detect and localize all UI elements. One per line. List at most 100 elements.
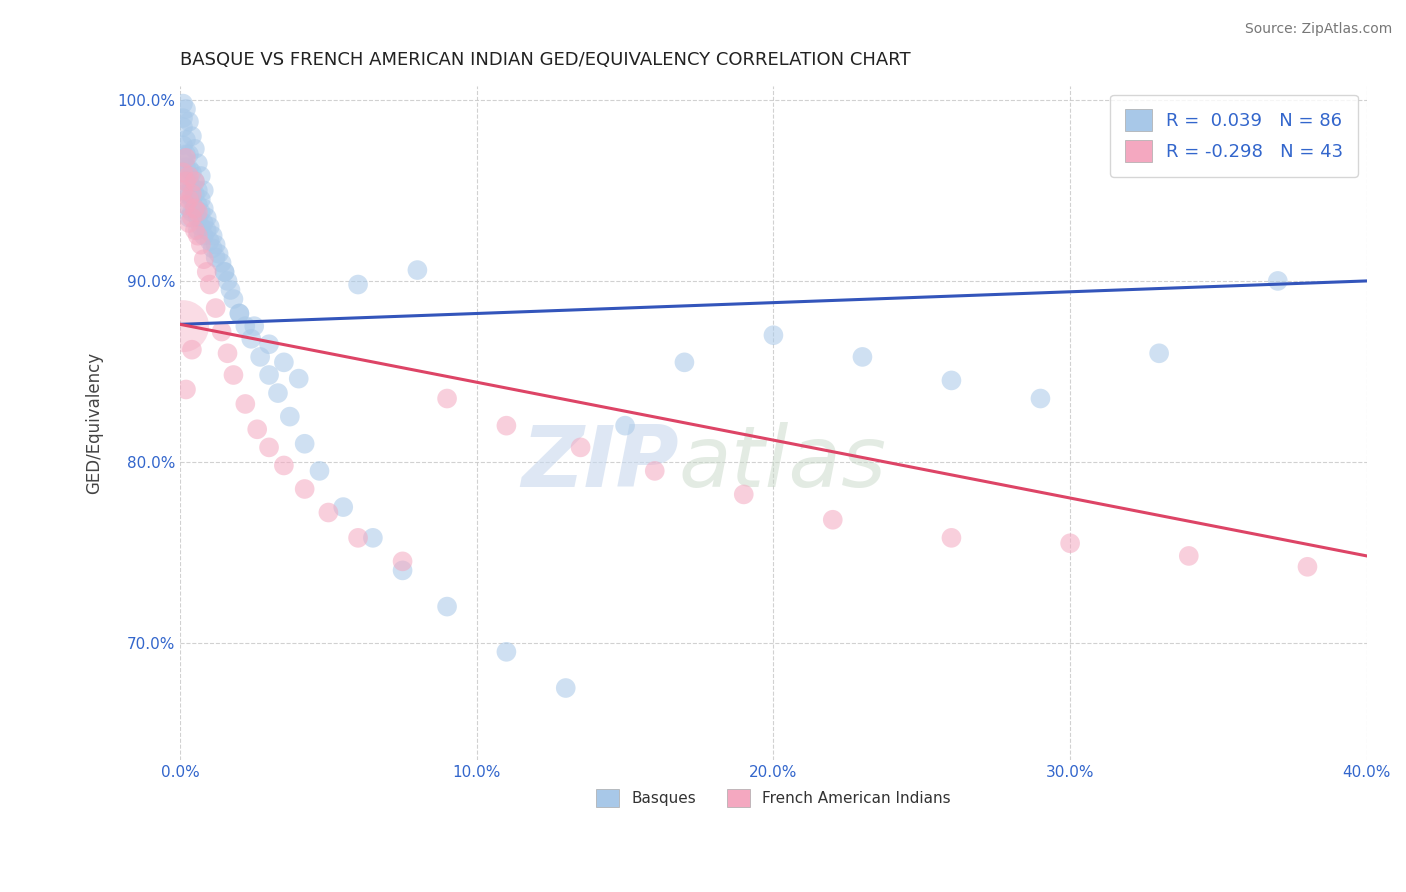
- Text: atlas: atlas: [679, 422, 887, 505]
- Point: [257, 368, 280, 382]
- Point: [207, 247, 229, 261]
- Point: [184, 174, 207, 188]
- Point: [174, 102, 197, 116]
- Point: [187, 205, 209, 219]
- Point: [198, 277, 221, 292]
- Point: [644, 464, 666, 478]
- Point: [1267, 274, 1289, 288]
- Point: [180, 205, 202, 219]
- Point: [174, 174, 197, 188]
- Point: [198, 234, 221, 248]
- Point: [1147, 346, 1170, 360]
- Point: [273, 458, 295, 473]
- Point: [554, 681, 576, 695]
- Point: [174, 383, 197, 397]
- Point: [406, 263, 429, 277]
- Point: [187, 211, 209, 225]
- Point: [214, 265, 236, 279]
- Point: [347, 531, 370, 545]
- Text: Source: ZipAtlas.com: Source: ZipAtlas.com: [1244, 22, 1392, 37]
- Point: [240, 332, 263, 346]
- Point: [190, 237, 212, 252]
- Point: [201, 241, 224, 255]
- Point: [187, 156, 209, 170]
- Point: [174, 147, 197, 161]
- Point: [184, 142, 207, 156]
- Legend: Basques, French American Indians: Basques, French American Indians: [591, 782, 956, 814]
- Point: [214, 265, 236, 279]
- Point: [569, 441, 592, 455]
- Point: [177, 114, 200, 128]
- Point: [246, 422, 269, 436]
- Point: [193, 202, 215, 216]
- Point: [180, 343, 202, 357]
- Point: [195, 265, 218, 279]
- Point: [222, 292, 245, 306]
- Point: [821, 513, 844, 527]
- Text: BASQUE VS FRENCH AMERICAN INDIAN GED/EQUIVALENCY CORRELATION CHART: BASQUE VS FRENCH AMERICAN INDIAN GED/EQU…: [180, 51, 911, 69]
- Point: [201, 228, 224, 243]
- Point: [177, 174, 200, 188]
- Point: [257, 337, 280, 351]
- Point: [347, 277, 370, 292]
- Point: [180, 165, 202, 179]
- Point: [294, 482, 316, 496]
- Y-axis label: GED/Equivalency: GED/Equivalency: [86, 351, 103, 494]
- Point: [187, 198, 209, 212]
- Point: [187, 223, 209, 237]
- Point: [495, 418, 517, 433]
- Point: [184, 202, 207, 216]
- Point: [391, 563, 413, 577]
- Point: [180, 193, 202, 207]
- Point: [190, 219, 212, 234]
- Point: [174, 187, 197, 202]
- Point: [180, 129, 202, 144]
- Point: [294, 436, 316, 450]
- Point: [249, 350, 271, 364]
- Point: [673, 355, 696, 369]
- Point: [733, 487, 755, 501]
- Point: [204, 237, 226, 252]
- Point: [174, 133, 197, 147]
- Point: [190, 169, 212, 183]
- Point: [184, 174, 207, 188]
- Point: [177, 169, 200, 183]
- Point: [172, 96, 194, 111]
- Point: [172, 138, 194, 153]
- Point: [187, 184, 209, 198]
- Point: [941, 373, 963, 387]
- Point: [172, 165, 194, 179]
- Point: [190, 193, 212, 207]
- Point: [495, 645, 517, 659]
- Point: [1029, 392, 1052, 406]
- Point: [180, 179, 202, 194]
- Point: [308, 464, 330, 478]
- Point: [177, 187, 200, 202]
- Point: [228, 306, 250, 320]
- Point: [180, 187, 202, 202]
- Point: [177, 211, 200, 225]
- Point: [198, 219, 221, 234]
- Point: [190, 205, 212, 219]
- Point: [174, 174, 197, 188]
- Point: [180, 211, 202, 225]
- Point: [172, 120, 194, 135]
- Point: [177, 202, 200, 216]
- Point: [614, 418, 637, 433]
- Point: [287, 371, 309, 385]
- Point: [172, 165, 194, 179]
- Point: [172, 184, 194, 198]
- Point: [222, 368, 245, 382]
- Point: [172, 151, 194, 165]
- Point: [243, 319, 266, 334]
- Point: [184, 223, 207, 237]
- Point: [193, 184, 215, 198]
- Point: [193, 216, 215, 230]
- Point: [174, 160, 197, 174]
- Point: [177, 216, 200, 230]
- Point: [228, 306, 250, 320]
- Point: [361, 531, 384, 545]
- Point: [177, 193, 200, 207]
- Point: [193, 252, 215, 267]
- Point: [211, 325, 233, 339]
